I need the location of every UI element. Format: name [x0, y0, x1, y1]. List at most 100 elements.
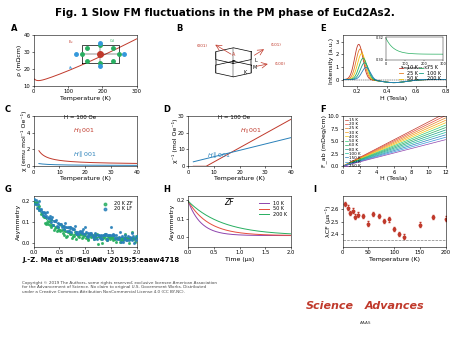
20 K LF — [96, 235, 104, 241]
30 K — [346, 162, 351, 166]
75 K — [340, 77, 346, 81]
20 K ZF — [66, 230, 73, 236]
50 K — [392, 81, 397, 85]
Line: 25 K: 25 K — [342, 118, 446, 166]
200 K — [234, 225, 240, 229]
10 K — [402, 80, 407, 84]
50 K — [247, 232, 252, 236]
Y-axis label: ρ (mΩcm): ρ (mΩcm) — [17, 45, 22, 76]
25 K — [404, 79, 409, 83]
20 K ZF — [115, 236, 122, 241]
20 K LF — [49, 214, 56, 219]
60 K — [434, 129, 439, 133]
75 K — [392, 81, 397, 85]
20 K LF — [57, 221, 64, 227]
20 K ZF — [46, 222, 54, 227]
50 K — [359, 52, 364, 56]
X-axis label: Time (μs): Time (μs) — [225, 257, 254, 262]
20 K ZF — [31, 197, 38, 202]
20 K LF — [50, 222, 57, 227]
20 K LF — [68, 229, 75, 235]
20 K LF — [36, 208, 43, 213]
Text: H: H — [163, 186, 171, 194]
20 K LF — [52, 218, 59, 223]
20 K ZF — [109, 233, 116, 239]
40 K — [340, 164, 345, 168]
30 K — [438, 121, 443, 125]
10 K — [340, 77, 345, 81]
20 K ZF — [113, 235, 121, 240]
20 K LF — [81, 231, 88, 237]
200 K — [404, 79, 409, 83]
20 K LF — [119, 239, 126, 244]
Line: 50 K: 50 K — [188, 201, 291, 235]
X-axis label: H (Tesla): H (Tesla) — [380, 176, 408, 181]
20 K ZF — [72, 231, 79, 237]
100 K — [340, 77, 346, 81]
20 K LF — [76, 230, 83, 235]
20 K ZF — [49, 222, 56, 228]
20 K ZF — [112, 239, 120, 245]
40 K — [434, 124, 439, 128]
20 K ZF — [45, 221, 52, 226]
25 K — [357, 47, 363, 51]
25 K — [359, 155, 364, 159]
50 K — [402, 80, 407, 84]
20 K LF — [45, 215, 53, 221]
75 K — [402, 80, 407, 84]
20 K LF — [63, 228, 71, 234]
150 K — [367, 156, 373, 160]
20 K LF — [87, 231, 94, 236]
20 K ZF — [129, 236, 136, 242]
20 K LF — [117, 229, 124, 234]
Text: Science: Science — [306, 301, 354, 311]
60 K — [367, 154, 373, 158]
200 K — [340, 77, 346, 81]
40 K — [438, 123, 443, 127]
20 K ZF — [57, 223, 64, 228]
20 K ZF — [63, 233, 71, 238]
20 K ZF — [54, 224, 61, 230]
150 K — [359, 159, 364, 163]
20 K ZF — [126, 241, 133, 246]
20 K LF — [125, 233, 132, 239]
50 K — [367, 153, 373, 158]
20 K ZF — [79, 236, 86, 241]
20 K ZF — [62, 228, 69, 234]
20 K LF — [112, 235, 119, 241]
Y-axis label: Asymmetry: Asymmetry — [15, 203, 21, 240]
20 K ZF — [41, 214, 48, 219]
Text: (101): (101) — [270, 43, 281, 47]
20 K ZF — [86, 231, 94, 236]
25 K — [344, 162, 349, 166]
20 K LF — [123, 238, 130, 243]
20 K LF — [48, 216, 55, 221]
20 K ZF — [105, 233, 112, 239]
20 K LF — [130, 234, 137, 239]
20 K LF — [107, 224, 114, 230]
100 K — [443, 77, 448, 81]
20 K LF — [130, 240, 138, 246]
20 K ZF — [133, 234, 140, 239]
10 K — [401, 80, 407, 84]
20 K ZF — [117, 237, 125, 242]
20 K LF — [43, 215, 50, 220]
20 K ZF — [131, 239, 139, 244]
Y-axis label: Intensity (a.u.): Intensity (a.u.) — [329, 38, 334, 84]
20 K ZF — [32, 200, 39, 206]
50 K — [346, 162, 351, 166]
50 K — [428, 77, 433, 81]
20 K ZF — [81, 233, 88, 238]
25 K — [438, 118, 443, 122]
20 K ZF — [111, 236, 118, 242]
20 K ZF — [130, 235, 137, 241]
200 K — [247, 228, 252, 232]
20 K LF — [31, 196, 38, 201]
10 K — [356, 42, 361, 46]
Text: Fig. 1 Slow FM fluctuations in the PM phase of EuCd2As2.: Fig. 1 Slow FM fluctuations in the PM ph… — [55, 8, 395, 19]
20 K LF — [80, 227, 87, 232]
Line: 15 K: 15 K — [342, 113, 446, 166]
20 K LF — [45, 216, 52, 221]
150 K — [340, 164, 345, 168]
20 K ZF — [86, 232, 93, 238]
